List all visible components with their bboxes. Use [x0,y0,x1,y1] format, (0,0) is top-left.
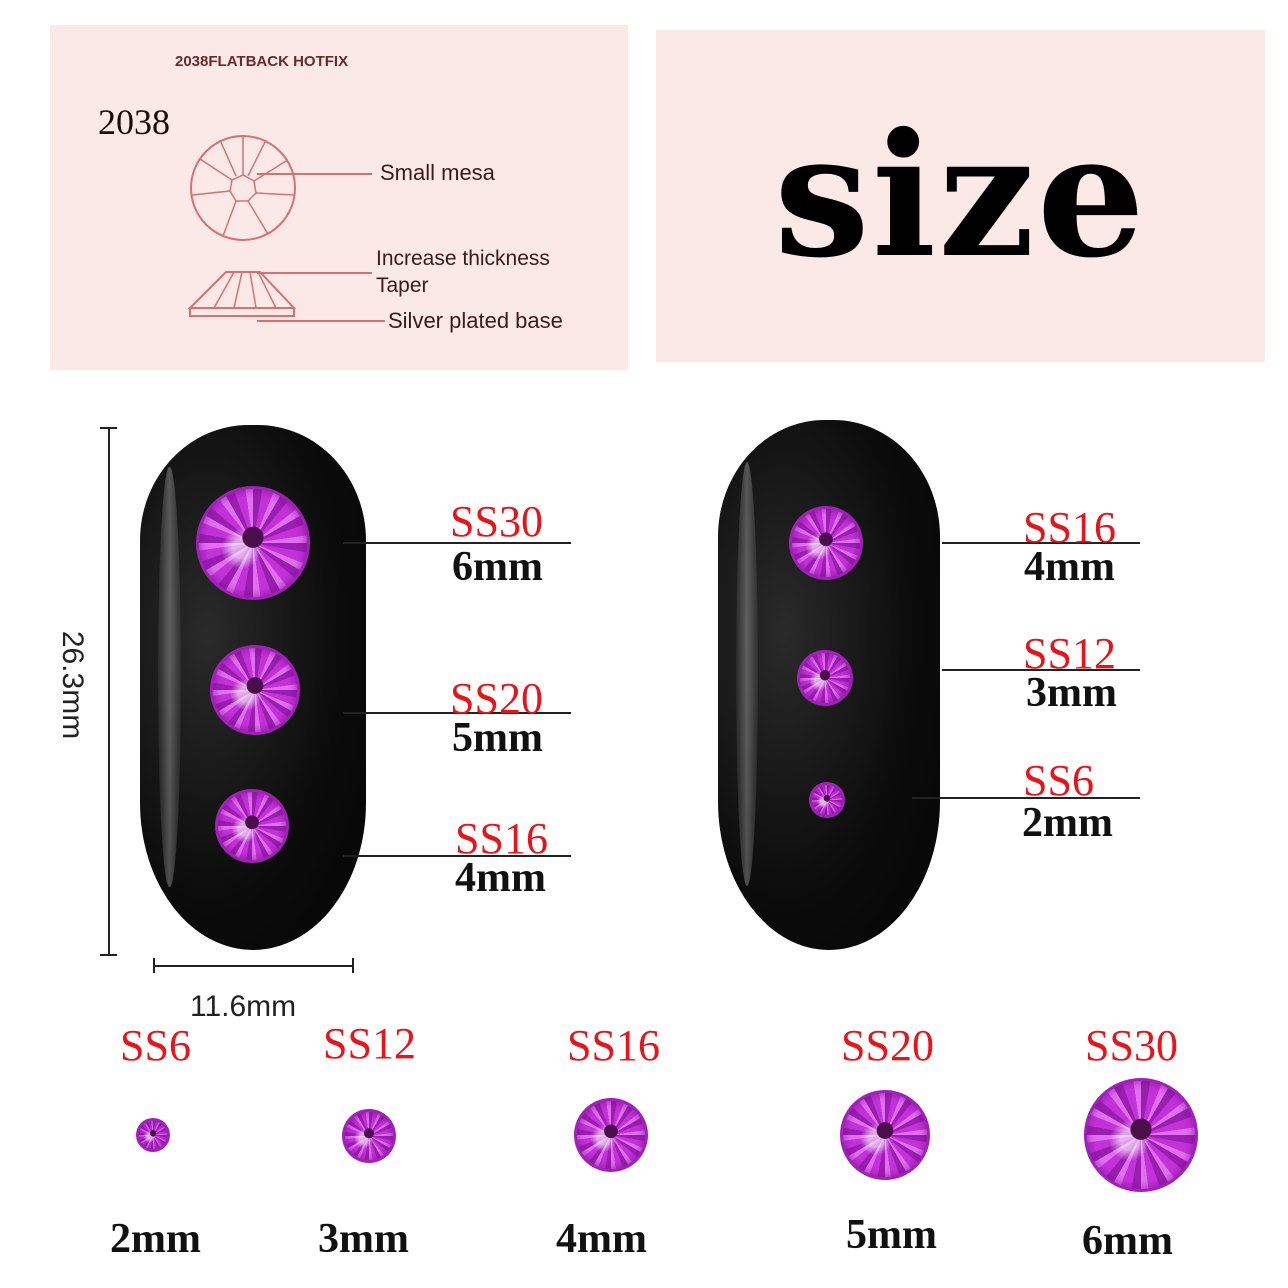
width-dimension-label: 11.6mm [190,990,297,1023]
base-leader [257,320,385,322]
small-mesa-leader [257,173,372,175]
size-code-label: SS16 [1023,503,1116,552]
size-code-label: SS12 [323,1019,416,1068]
leader-line [343,855,571,857]
size-title-panel [656,30,1265,362]
silver-base-label: Silver plated base [388,308,563,333]
thickness-leader [257,272,372,274]
size-mm-label: 3mm [1026,670,1117,716]
size-mm-label: 4mm [556,1216,647,1262]
rhinestone-side-view-drawing [188,271,297,317]
height-dimension-line [108,427,110,955]
size-mm-label: 3mm [318,1216,409,1262]
height-dimension-label: 26.3mm [56,630,90,740]
size-mm-label: 5mm [452,715,543,761]
size-title: size [774,96,1147,296]
size-mm-label: 5mm [846,1212,937,1258]
size-code-label: SS30 [1085,1021,1178,1070]
size-mm-label: 4mm [1024,544,1115,590]
size-code-label: SS6 [1023,756,1094,805]
size-mm-label: 4mm [455,855,546,901]
leader-line [942,669,1140,671]
size-code-label: SS20 [841,1021,934,1070]
small-mesa-label: Small mesa [380,160,495,185]
width-dimension-line [153,965,353,967]
rhinestone-4mm [574,1098,648,1172]
width-dimension-cap-left [153,958,155,973]
rhinestone-diagram-panel: 2038FLATBACK HOTFIX 2038 Small mesa Incr… [50,25,628,370]
rhinestone-ss16 [215,789,289,863]
height-dimension-cap-bottom [100,954,117,956]
diagram-header: 2038FLATBACK HOTFIX [175,53,349,70]
rhinestone-ss16 [789,506,863,580]
rhinestone-2mm [136,1118,170,1152]
leader-line [343,542,571,544]
size-mm-label: 6mm [452,544,543,590]
rhinestone-top-view-drawing [190,135,296,241]
size-mm-label: 2mm [1022,800,1113,846]
rhinestone-ss30 [196,486,310,600]
size-code-label: SS30 [450,497,543,546]
width-dimension-cap-right [352,958,354,973]
size-mm-label: 6mm [1082,1218,1173,1264]
leader-line [343,712,571,714]
model-number: 2038 [98,102,170,142]
rhinestone-5mm [840,1090,930,1180]
increase-thickness-label: Increase thickness [376,247,550,270]
taper-label: Taper [376,274,429,297]
rhinestone-6mm [1084,1078,1198,1192]
leader-line [912,797,1140,799]
rhinestone-ss6 [809,782,845,818]
size-code-label: SS6 [120,1021,191,1070]
size-code-label: SS16 [455,814,548,863]
rhinestone-3mm [342,1109,396,1163]
rhinestone-ss12 [797,650,853,706]
size-mm-label: 2mm [110,1216,201,1262]
leader-line [942,542,1140,544]
size-code-label: SS20 [450,674,543,723]
rhinestone-ss20 [210,645,300,735]
size-code-label: SS12 [1023,629,1116,678]
height-dimension-cap-top [100,427,117,429]
size-code-label: SS16 [567,1021,660,1070]
